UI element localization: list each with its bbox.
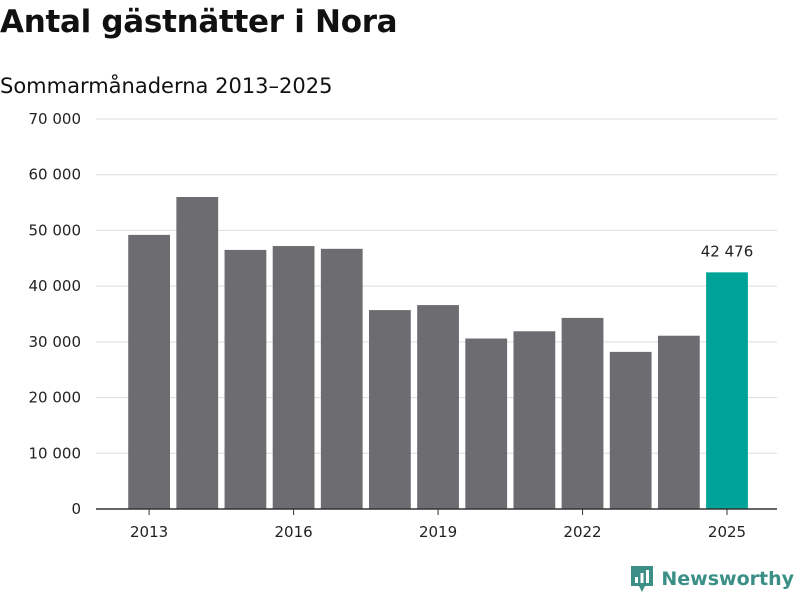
chart-subtitle: Sommarmånaderna 2013–2025 — [0, 74, 333, 98]
bar-2015 — [224, 249, 267, 509]
bar-2018 — [369, 310, 411, 509]
y-axis-tick-labels: 0 10 000 20 000 30 000 40 000 50 000 60 000 70 … — [29, 110, 82, 518]
y-tick-label: 0 — [71, 500, 81, 518]
y-tick-label: 40 000 — [29, 277, 82, 295]
y-tick-label: 70 000 — [29, 110, 82, 128]
y-tick-label: 60 000 — [29, 166, 82, 184]
x-axis — [96, 508, 777, 515]
bars — [128, 197, 748, 510]
bar-2017 — [320, 248, 363, 510]
bar-2023 — [609, 351, 652, 509]
bar-2019 — [417, 305, 459, 509]
y-tick-label: 50 000 — [29, 221, 82, 239]
bar-2024 — [657, 335, 700, 509]
y-tick-label: 30 000 — [29, 333, 82, 351]
x-tick-label: 2019 — [419, 523, 457, 541]
chart-title: Antal gästnätter i Nora — [0, 4, 398, 40]
y-tick-label: 20 000 — [29, 389, 82, 407]
x-tick-label: 2022 — [563, 523, 601, 541]
data-labels: 42 476 — [701, 242, 754, 260]
x-tick-label: 2013 — [130, 523, 168, 541]
x-tick-label: 2016 — [274, 523, 312, 541]
x-tick-label: 2025 — [708, 523, 746, 541]
newsworthy-logo-icon — [631, 566, 654, 592]
bar-2016 — [272, 246, 315, 509]
x-axis-tick-labels: 2013 2016 2019 2022 2025 — [130, 523, 746, 541]
newsworthy-brand[interactable]: Newsworthy — [629, 564, 794, 594]
y-tick-label: 10 000 — [29, 444, 82, 462]
highlight-data-label: 42 476 — [701, 242, 754, 260]
bar-2022 — [561, 317, 604, 509]
bar-2014 — [176, 197, 219, 509]
bar-2020 — [465, 338, 508, 509]
bar-2013 — [128, 234, 171, 509]
brand-name: Newsworthy — [661, 568, 794, 590]
bar-2025 — [706, 272, 748, 509]
bar-2021 — [513, 331, 556, 509]
